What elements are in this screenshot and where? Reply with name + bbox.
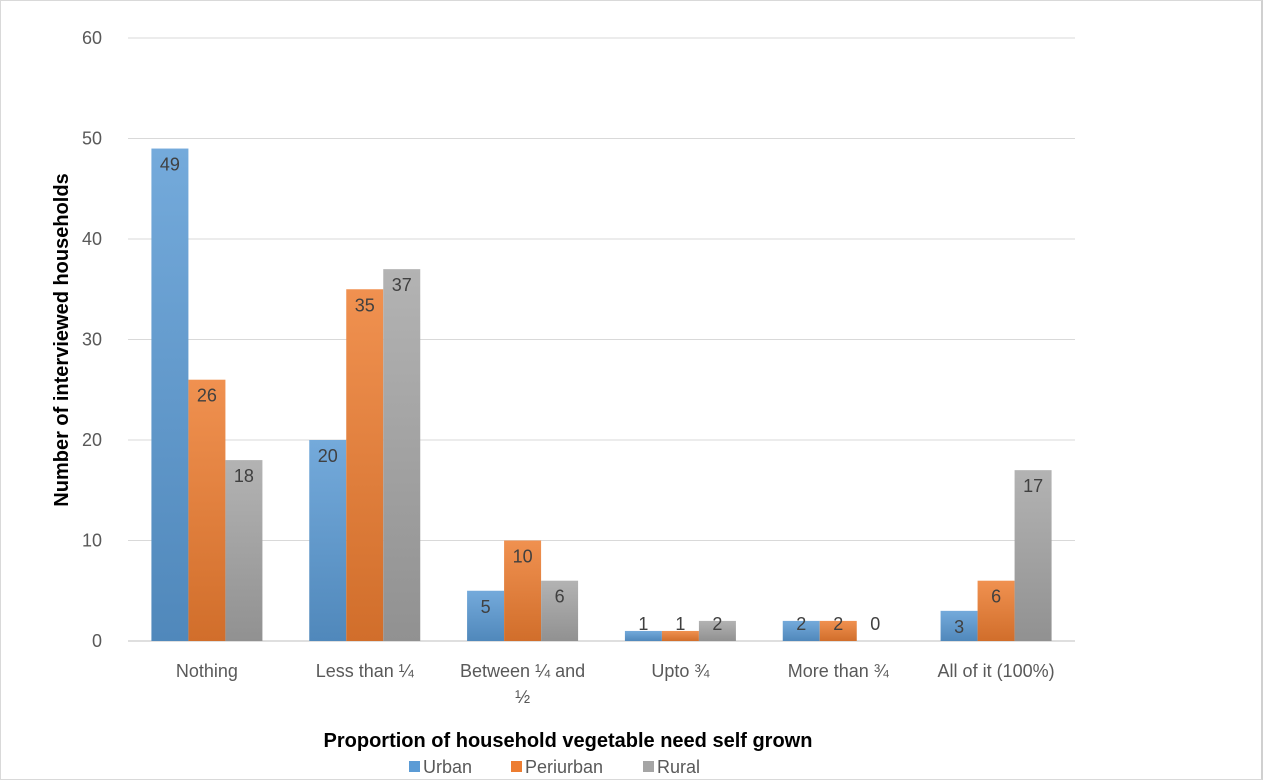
data-label: 5: [481, 597, 491, 617]
data-label: 2: [833, 614, 843, 634]
bar-periurban: [661, 630, 699, 641]
data-label: 18: [234, 466, 254, 486]
data-label: 10: [513, 547, 533, 567]
legend-swatch-urban: [409, 761, 420, 772]
data-label: 49: [160, 155, 180, 175]
bar-periurban: [977, 580, 1015, 641]
legend-label: Urban: [423, 757, 472, 777]
gridlines: [128, 37, 1075, 642]
bar-rural: [698, 620, 736, 641]
bar-urban: [151, 148, 189, 642]
data-label: 1: [675, 614, 685, 634]
y-axis-title: Number of interviewed households: [51, 173, 73, 506]
data-label: 2: [796, 614, 806, 634]
data-label: 6: [991, 587, 1001, 607]
data-label: 20: [318, 446, 338, 466]
bar-urban: [624, 630, 662, 641]
data-label: 17: [1023, 476, 1043, 496]
data-label: 26: [197, 386, 217, 406]
bar-urban: [940, 610, 978, 641]
y-tick-label: 30: [82, 330, 102, 350]
x-axis-categories: Nothing Less than ¼ Between ¼ and ½ Upto ¾ Mo…: [176, 661, 1055, 707]
y-tick-label: 0: [92, 631, 102, 651]
bar-rural: [1014, 470, 1052, 641]
data-label: 37: [392, 275, 412, 295]
bar-urban: [309, 440, 347, 641]
bar-periurban: [504, 540, 542, 641]
data-label: 3: [954, 617, 964, 637]
legend-swatch-periurban: [511, 761, 522, 772]
y-tick-label: 40: [82, 229, 102, 249]
data-label: 35: [355, 295, 375, 315]
bar-rural: [225, 460, 263, 641]
bar-rural: [541, 580, 579, 641]
y-tick-label: 20: [82, 430, 102, 450]
bar-urban: [782, 620, 820, 641]
bar-periurban: [188, 379, 226, 641]
legend-swatch-rural: [643, 761, 654, 772]
bar-urban: [467, 590, 505, 641]
bar-rural: [383, 269, 421, 641]
bars: [151, 148, 1052, 642]
data-label: 1: [638, 614, 648, 634]
legend-label: Rural: [657, 757, 700, 777]
x-category-label: Less than ¼: [316, 661, 415, 681]
y-tick-label: 60: [82, 28, 102, 48]
x-axis-title: Proportion of household vegetable need s…: [324, 730, 813, 752]
x-category-label: More than ¾: [788, 661, 890, 681]
data-label: 6: [555, 587, 565, 607]
x-category-label: Nothing: [176, 661, 238, 681]
y-tick-label: 10: [82, 531, 102, 551]
y-tick-label: 50: [82, 129, 102, 149]
y-axis-ticks: 0 10 20 30 40 50 60: [82, 28, 102, 651]
legend: Urban Periurban Rural: [409, 757, 700, 777]
legend-label: Periurban: [525, 757, 603, 777]
x-category-label: Between ¼ and ½: [460, 661, 585, 707]
data-label: 2: [712, 614, 722, 634]
bar-periurban: [819, 620, 857, 641]
bar-periurban: [346, 289, 384, 641]
x-category-label: Upto ¾: [651, 661, 710, 681]
x-category-label: All of it (100%): [938, 661, 1055, 681]
data-label: 0: [870, 614, 880, 634]
